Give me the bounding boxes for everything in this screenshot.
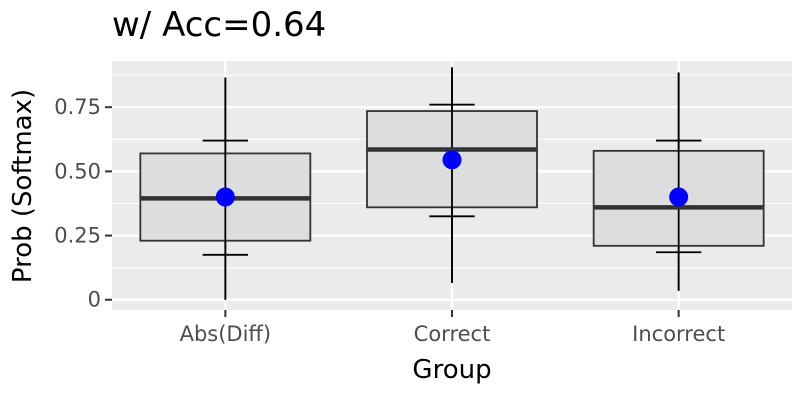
x-axis: Abs(Diff) Correct Incorrect bbox=[180, 310, 725, 346]
boxes bbox=[139, 67, 765, 300]
chart-title: w/ Acc=0.64 bbox=[112, 5, 326, 45]
x-axis-title: Group bbox=[412, 355, 491, 385]
x-tick-label: Incorrect bbox=[632, 322, 725, 346]
box-group bbox=[592, 72, 765, 291]
box-group bbox=[139, 77, 312, 300]
y-tick-label: 0.75 bbox=[54, 95, 101, 119]
y-axis: 0 0.25 0.50 0.75 bbox=[54, 95, 112, 312]
mean-point bbox=[669, 187, 689, 207]
y-axis-title: Prob (Softmax) bbox=[8, 89, 38, 283]
box-group bbox=[366, 67, 538, 284]
mean-point bbox=[442, 150, 462, 170]
x-tick-label: Abs(Diff) bbox=[180, 322, 272, 346]
x-tick-label: Correct bbox=[414, 322, 491, 346]
mean-point bbox=[215, 187, 235, 207]
y-tick-label: 0.50 bbox=[54, 159, 101, 183]
y-tick-label: 0 bbox=[88, 288, 101, 312]
y-tick-label: 0.25 bbox=[54, 224, 101, 248]
